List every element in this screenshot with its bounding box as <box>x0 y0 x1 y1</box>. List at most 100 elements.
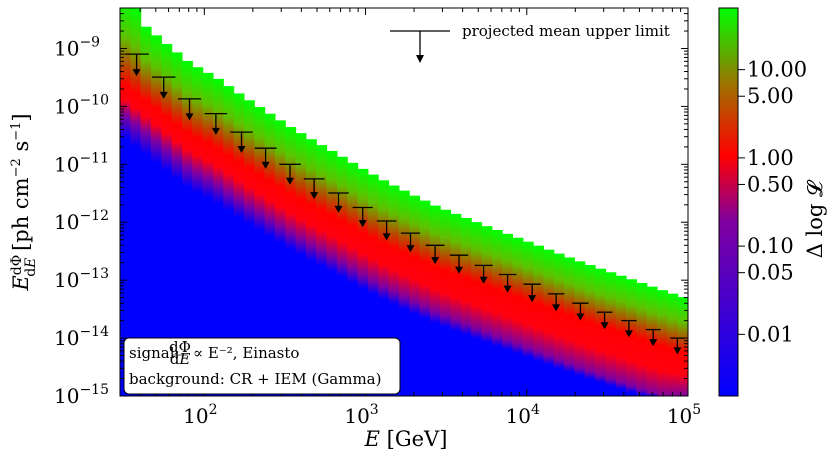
heatmap-column <box>481 226 493 396</box>
x-tick-label: 104 <box>506 402 540 428</box>
upper-limit-marker <box>523 283 541 303</box>
upper-limit-marker <box>547 293 565 312</box>
colorbar-tick-label: 0.10 <box>747 234 794 258</box>
heatmap-column <box>471 222 483 396</box>
upper-limit-marker <box>572 302 589 321</box>
svg-text:background: CR + IEM (Gamma): background: CR + IEM (Gamma) <box>129 370 381 388</box>
heatmap-column <box>460 218 472 396</box>
heatmap-column <box>615 275 627 396</box>
x-tick-label: 103 <box>344 402 378 428</box>
heatmap-column <box>564 257 575 396</box>
y-axis-label: EdΦdE [ph cm−2 s−1] <box>9 113 39 291</box>
upper-limit-marker <box>230 131 253 154</box>
heatmap-column <box>274 120 286 396</box>
heatmap-column <box>491 230 503 396</box>
heatmap-column <box>347 162 359 396</box>
heatmap-columns <box>120 8 688 396</box>
heatmap-column <box>419 200 431 396</box>
heatmap-column <box>595 268 606 396</box>
plot-frame <box>119 7 689 397</box>
heatmap-column <box>429 205 441 396</box>
upper-limit-marker <box>645 328 661 347</box>
heatmap-column <box>367 174 379 396</box>
colorbar-tick-label: 1.00 <box>747 146 794 170</box>
upper-limit-marker <box>425 244 445 265</box>
heatmap-column <box>657 290 668 396</box>
upper-limit-marker <box>204 112 228 135</box>
heatmap-column <box>140 26 152 396</box>
heatmap-column <box>120 8 131 396</box>
heatmap-column <box>677 297 688 396</box>
y-tick-label: 10−12 <box>54 208 109 234</box>
upper-limit-marker <box>596 311 613 330</box>
upper-limit-marker <box>254 147 277 169</box>
heatmap-column <box>254 107 266 396</box>
upper-limit-arrows <box>124 53 685 355</box>
svg-text:Δ log 𝓛: Δ log 𝓛 <box>803 179 827 258</box>
heatmap-column <box>440 209 452 396</box>
svg-text:dΦ: dΦ <box>169 338 191 356</box>
heatmap-column <box>667 293 679 396</box>
heatmap-column <box>553 253 565 396</box>
colorbar <box>718 7 739 397</box>
y-tick-label: 10−15 <box>54 382 109 408</box>
x-axis-ticks: 102 103 104 105 <box>119 8 701 428</box>
heatmap-column <box>161 43 173 396</box>
colorbar-label: Δ log 𝓛 <box>803 179 827 258</box>
heatmap-column <box>192 67 204 396</box>
heatmap-column <box>409 195 421 396</box>
heatmap-column <box>388 185 400 396</box>
upper-limit-marker <box>376 220 397 241</box>
heatmap-column <box>512 237 524 396</box>
upper-limit-marker <box>303 178 325 200</box>
heatmap-column <box>398 190 410 396</box>
heatmap-column <box>181 60 193 396</box>
heatmap-column <box>605 272 617 396</box>
upper-limit-marker <box>328 192 349 213</box>
x-tick-label: 102 <box>183 402 217 428</box>
upper-limit-marker <box>279 163 301 185</box>
x-tick-label: 105 <box>667 402 701 428</box>
heatmap-column <box>626 279 637 396</box>
heatmap-column <box>326 150 338 396</box>
heatmap-column <box>378 180 390 396</box>
y-tick-label: 10−13 <box>54 266 109 292</box>
heatmap-column <box>522 241 534 396</box>
upper-limit-marker <box>151 76 176 99</box>
heatmap-column <box>316 145 328 396</box>
y-tick-label: 10−11 <box>54 150 109 176</box>
heatmap-column <box>305 139 317 396</box>
upper-limit-marker <box>400 232 421 253</box>
heatmap-column <box>533 245 545 396</box>
upper-limit-marker <box>449 254 469 274</box>
annotation-box: signal: dΦ dE ∝ E⁻², Einasto background:… <box>123 337 401 395</box>
heatmap-column <box>212 78 224 396</box>
heatmap-column <box>150 35 162 396</box>
legend: projected mean upper limit <box>390 22 670 63</box>
colorbar-tick-label: 10.00 <box>747 58 807 82</box>
heatmap-column <box>295 133 307 396</box>
colorbar-tick-label: 5.00 <box>747 84 794 108</box>
heatmap-column <box>336 156 348 396</box>
heatmap-column <box>285 127 297 396</box>
heatmap-column <box>264 113 276 396</box>
colorbar-ticks: 10.005.00 1.000.50 0.10 0.05 0.01 <box>738 58 807 346</box>
upper-limit-marker <box>621 319 637 338</box>
heatmap-column <box>233 93 245 396</box>
heatmap-column <box>543 249 555 396</box>
colorbar-tick-label: 0.01 <box>747 322 794 346</box>
legend-label: projected mean upper limit <box>462 22 670 40</box>
heatmap-column <box>243 100 255 396</box>
heatmap-column <box>636 282 648 396</box>
y-tick-label: 10−10 <box>54 92 109 118</box>
upper-limit-marker <box>352 206 373 228</box>
heatmap-column <box>130 8 142 396</box>
y-tick-label: 10−14 <box>54 324 109 350</box>
svg-text:EdΦdE [ph cm−2 s−1]: EdΦdE [ph cm−2 s−1] <box>9 113 39 291</box>
y-tick-label: 10−9 <box>54 34 100 60</box>
heatmap-column <box>202 72 214 396</box>
heatmap-column <box>584 265 596 396</box>
colorbar-tick-label: 0.50 <box>747 172 794 196</box>
upper-limit-marker <box>474 264 493 284</box>
heatmap-column <box>357 168 369 396</box>
